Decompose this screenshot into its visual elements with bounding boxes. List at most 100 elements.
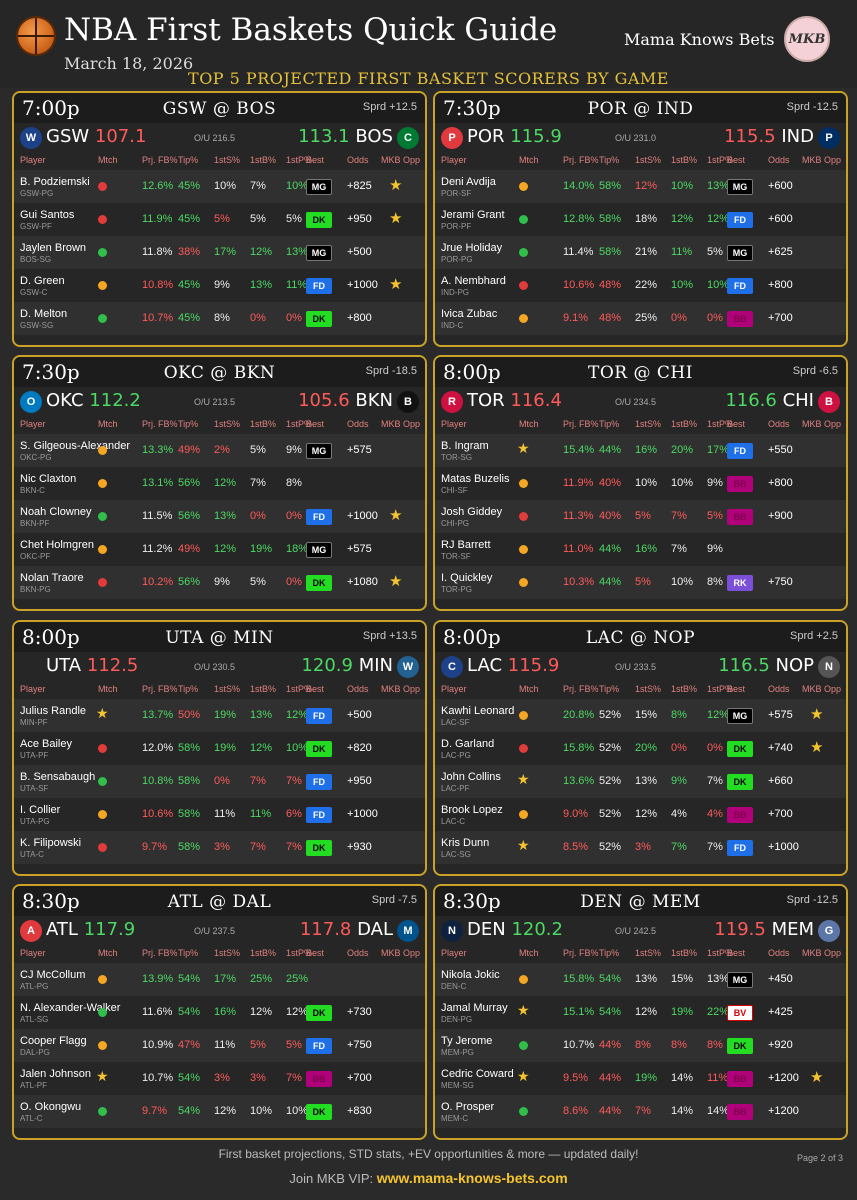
best-book-badge[interactable]: BB	[727, 509, 753, 525]
table-row[interactable]: John Collins LAC-PF ★ 13.6% 52% 13% 9% 7…	[435, 765, 846, 798]
mkb-star-icon: ★	[389, 276, 403, 293]
odds: +900	[768, 510, 793, 522]
table-row[interactable]: B. Sensabaugh UTA-SF 10.8% 58% 0% 7% 7% …	[14, 765, 425, 798]
best-book-badge[interactable]: MG	[727, 245, 753, 261]
table-row[interactable]: Jalen Johnson ATL-PF ★ 10.7% 54% 3% 3% 7…	[14, 1062, 425, 1095]
best-book-badge[interactable]: RK	[727, 575, 753, 591]
best-book-badge[interactable]: DK	[306, 1104, 332, 1120]
best-book-badge[interactable]: BV	[727, 1005, 753, 1021]
table-row[interactable]: O. Okongwu ATL-C 9.7% 54% 12% 10% 10% DK…	[14, 1095, 425, 1128]
table-row[interactable]: A. Nembhard IND-PG 10.6% 48% 22% 10% 10%…	[435, 269, 846, 302]
table-row[interactable]: CJ McCollum ATL-PG 13.9% 54% 17% 25% 25%	[14, 963, 425, 996]
column-header: MKB Opp	[381, 155, 421, 165]
best-book-badge[interactable]: DK	[306, 840, 332, 856]
table-row[interactable]: N. Alexander-Walker ATL-SG 11.6% 54% 16%…	[14, 996, 425, 1029]
best-book-badge[interactable]: FD	[306, 807, 332, 823]
home-team-logo-icon: G	[818, 920, 840, 942]
table-row[interactable]: K. Filipowski UTA-C 9.7% 58% 3% 7% 7% DK…	[14, 831, 425, 864]
best-book-badge[interactable]: DK	[306, 575, 332, 591]
table-row[interactable]: D. Green GSW-C 10.8% 45% 9% 13% 11% FD +…	[14, 269, 425, 302]
first-shot-pct: 21%	[635, 246, 658, 258]
first-point-pct: 9%	[286, 444, 302, 456]
best-book-badge[interactable]: BB	[727, 807, 753, 823]
table-row[interactable]: RJ Barrett TOR-SF 11.0% 44% 16% 7% 9%	[435, 533, 846, 566]
best-book-badge[interactable]: FD	[306, 708, 332, 724]
best-book-badge[interactable]: BB	[306, 1071, 332, 1087]
best-book-badge[interactable]: FD	[306, 1038, 332, 1054]
best-book-badge[interactable]: MG	[306, 245, 332, 261]
table-row[interactable]: D. Melton GSW-SG 10.7% 45% 8% 0% 0% DK +…	[14, 302, 425, 335]
table-row[interactable]: Kris Dunn LAC-SG ★ 8.5% 52% 3% 7% 7% FD …	[435, 831, 846, 864]
header: NBA First Baskets Quick Guide March 18, …	[0, 0, 857, 88]
footer-url-link[interactable]: www.mama-knows-bets.com	[376, 1170, 568, 1186]
best-book-badge[interactable]: BB	[727, 311, 753, 327]
best-book-badge[interactable]: FD	[306, 509, 332, 525]
table-row[interactable]: Nic Claxton BKN-C 13.1% 56% 12% 7% 8%	[14, 467, 425, 500]
best-book-badge[interactable]: DK	[306, 311, 332, 327]
best-book-badge[interactable]: DK	[306, 741, 332, 757]
best-book-badge[interactable]: FD	[727, 443, 753, 459]
first-basket-pct: 8%	[671, 1039, 687, 1051]
away-team-logo-icon: P	[441, 127, 463, 149]
tip-pct: 54%	[178, 973, 201, 985]
best-book-badge[interactable]: DK	[727, 1038, 753, 1054]
table-row[interactable]: Kawhi Leonard LAC-SF 20.8% 52% 15% 8% 12…	[435, 699, 846, 732]
player-name: Matas Buzelis	[441, 473, 510, 485]
table-row[interactable]: Jamal Murray DEN-PG ★ 15.1% 54% 12% 19% …	[435, 996, 846, 1029]
table-row[interactable]: Deni Avdija POR-SF 14.0% 58% 12% 10% 13%…	[435, 170, 846, 203]
best-book-badge[interactable]: MG	[727, 708, 753, 724]
table-row[interactable]: O. Prosper MEM-C 8.6% 44% 7% 14% 14% BB …	[435, 1095, 846, 1128]
table-row[interactable]: Matas Buzelis CHI-SF 11.9% 40% 10% 10% 9…	[435, 467, 846, 500]
best-book-badge[interactable]: FD	[727, 278, 753, 294]
odds: +1000	[347, 808, 378, 820]
table-row[interactable]: Brook Lopez LAC-C 9.0% 52% 12% 4% 4% BB …	[435, 798, 846, 831]
table-row[interactable]: S. Gilgeous-Alexander OKC-PG 13.3% 49% 2…	[14, 434, 425, 467]
away-team-logo-icon: N	[441, 920, 463, 942]
table-row[interactable]: B. Podziemski GSW-PG 12.6% 45% 10% 7% 10…	[14, 170, 425, 203]
table-row[interactable]: Cooper Flagg DAL-PG 10.9% 47% 11% 5% 5% …	[14, 1029, 425, 1062]
table-row[interactable]: D. Garland LAC-PG 15.8% 52% 20% 0% 0% DK…	[435, 732, 846, 765]
best-book-badge[interactable]: FD	[306, 774, 332, 790]
proj-fb: 10.8%	[142, 279, 174, 291]
table-row[interactable]: I. Quickley TOR-PG 10.3% 44% 5% 10% 8% R…	[435, 566, 846, 599]
game-time: 7:30p	[22, 360, 80, 384]
best-book-badge[interactable]: BB	[727, 1104, 753, 1120]
table-row[interactable]: Jrue Holiday POR-PG 11.4% 58% 21% 11% 5%…	[435, 236, 846, 269]
table-row[interactable]: Noah Clowney BKN-PF 11.5% 56% 13% 0% 0% …	[14, 500, 425, 533]
best-book-badge[interactable]: MG	[306, 443, 332, 459]
table-row[interactable]: Ty Jerome MEM-PG 10.7% 44% 8% 8% 8% DK +…	[435, 1029, 846, 1062]
best-book-badge[interactable]: DK	[727, 774, 753, 790]
table-row[interactable]: B. Ingram TOR-SG ★ 15.4% 44% 16% 20% 17%…	[435, 434, 846, 467]
table-row[interactable]: Josh Giddey CHI-PG 11.3% 40% 5% 7% 5% BB…	[435, 500, 846, 533]
best-book-badge[interactable]: DK	[727, 741, 753, 757]
table-row[interactable]: Ace Bailey UTA-PF 12.0% 58% 19% 12% 10% …	[14, 732, 425, 765]
table-row[interactable]: I. Collier UTA-PG 10.6% 58% 11% 11% 6% F…	[14, 798, 425, 831]
table-row[interactable]: Ivica Zubac IND-C 9.1% 48% 25% 0% 0% BB …	[435, 302, 846, 335]
table-row[interactable]: Jerami Grant POR-PF 12.8% 58% 18% 12% 12…	[435, 203, 846, 236]
table-row[interactable]: Nikola Jokic DEN-C 15.8% 54% 13% 15% 13%…	[435, 963, 846, 996]
best-book-badge[interactable]: BB	[727, 476, 753, 492]
odds: +750	[768, 576, 793, 588]
game-matchup: OKC @ BKN	[163, 363, 276, 383]
best-book-badge[interactable]: DK	[306, 212, 332, 228]
best-book-badge[interactable]: BB	[727, 1071, 753, 1087]
away-team-logo-icon: W	[20, 127, 42, 149]
table-row[interactable]: Chet Holmgren OKC-PF 11.2% 49% 12% 19% 1…	[14, 533, 425, 566]
table-row[interactable]: Cedric Coward MEM-SG ★ 9.5% 44% 19% 14% …	[435, 1062, 846, 1095]
best-book-badge[interactable]: DK	[306, 1005, 332, 1021]
best-book-badge[interactable]: FD	[727, 840, 753, 856]
player-name: Cedric Coward	[441, 1068, 514, 1080]
player-position: UTA-C	[20, 850, 44, 859]
best-book-badge[interactable]: MG	[306, 179, 332, 195]
player-name: CJ McCollum	[20, 969, 86, 981]
table-row[interactable]: Jaylen Brown BOS-SG 11.8% 38% 17% 12% 13…	[14, 236, 425, 269]
best-book-badge[interactable]: MG	[727, 179, 753, 195]
table-row[interactable]: Julius Randle MIN-PF ★ 13.7% 50% 19% 13%…	[14, 699, 425, 732]
table-row[interactable]: Nolan Traore BKN-PG 10.2% 56% 9% 5% 0% D…	[14, 566, 425, 599]
best-book-badge[interactable]: FD	[727, 212, 753, 228]
best-book-badge[interactable]: FD	[306, 278, 332, 294]
home-team-abbr: MIN	[358, 655, 393, 676]
best-book-badge[interactable]: MG	[727, 972, 753, 988]
table-row[interactable]: Gui Santos GSW-PF 11.9% 45% 5% 5% 5% DK …	[14, 203, 425, 236]
best-book-badge[interactable]: MG	[306, 542, 332, 558]
